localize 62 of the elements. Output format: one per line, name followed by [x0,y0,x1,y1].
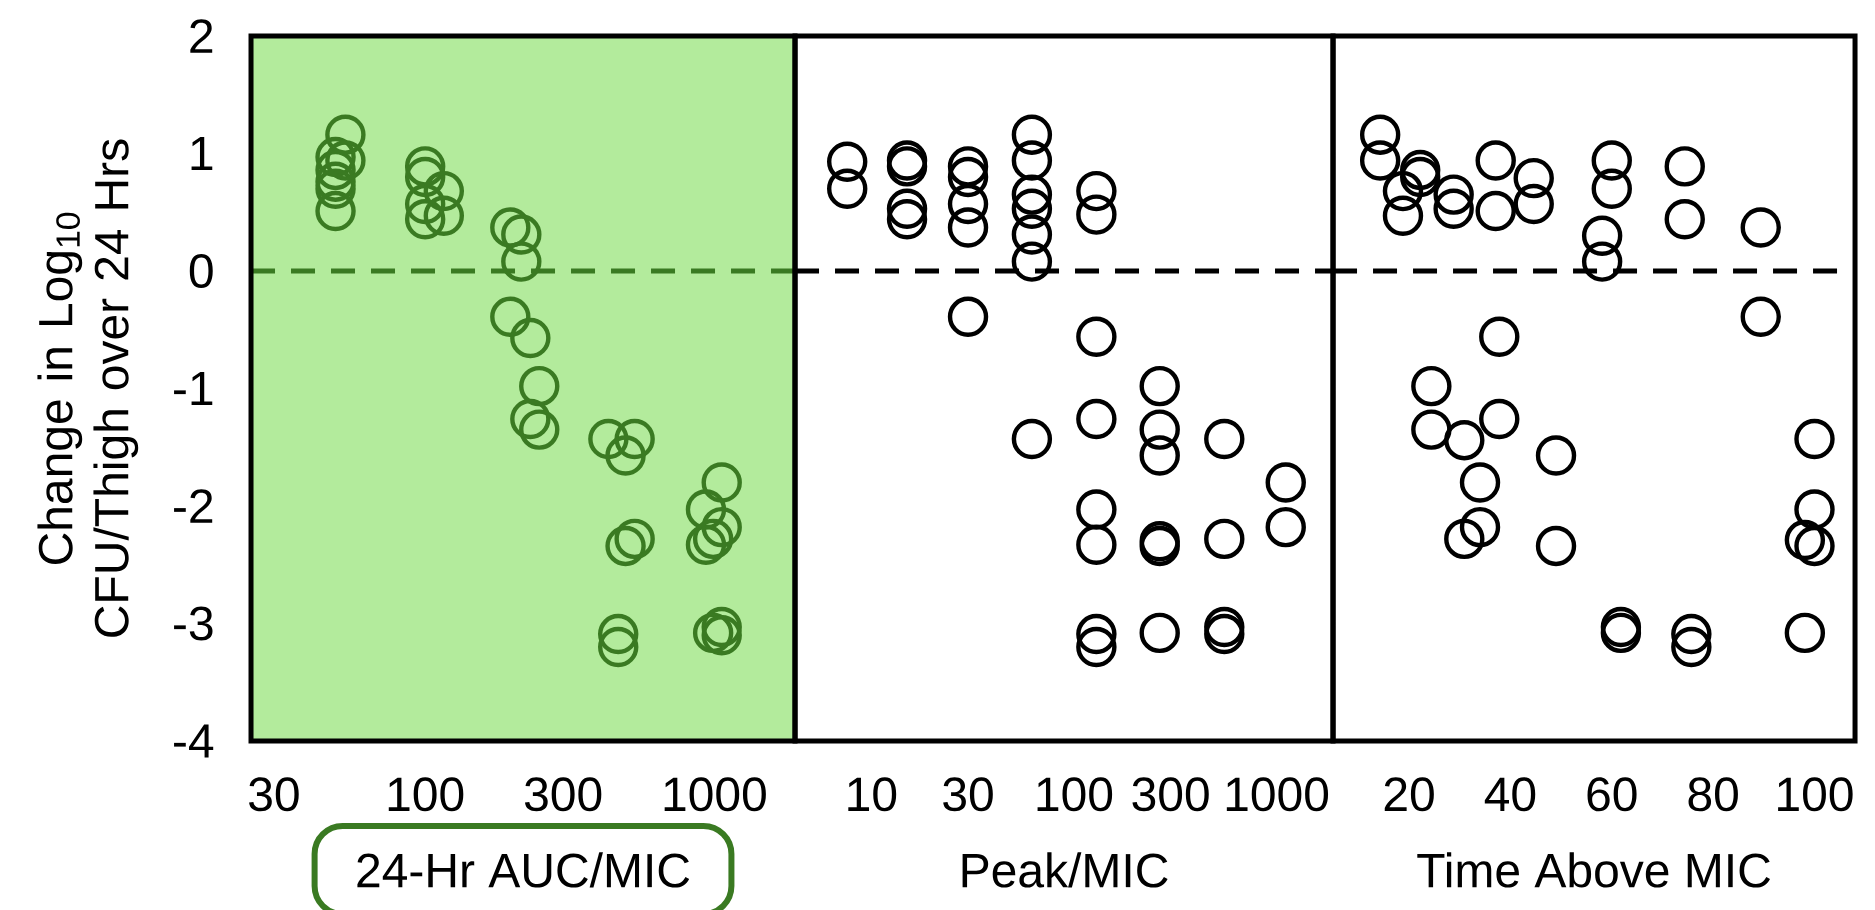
y-tick-label: -2 [174,489,213,523]
x-tick-label: 100 [388,777,464,812]
point [1444,419,1485,461]
point [1444,518,1485,560]
point [1794,525,1835,567]
point [1664,146,1705,187]
point [1740,296,1781,338]
x-axis-title: 24-Hr AUC/MIC [357,852,690,888]
point [1794,489,1835,530]
point [1359,114,1401,155]
point [1591,168,1632,209]
x-tick-label: 80 [1688,777,1738,812]
x-tick-label: 40 [1484,777,1536,812]
point [1359,140,1401,181]
point [1382,170,1424,212]
x-tick-label: 10 [848,777,897,812]
point [1411,409,1452,450]
point [1459,506,1501,548]
x-axis-title: Peak/MIC [962,852,1168,888]
x-tick-label: 300 [1132,777,1209,812]
x-tick-label: 20 [1384,777,1434,812]
point [1581,215,1623,256]
y-axis-title: Change in Log$_{10}$ CFU/Thigh over 24 Hrs [37,139,139,637]
point [1513,157,1554,199]
x-tick-label: 30 [943,777,993,812]
point [1433,174,1474,215]
point [1671,626,1712,668]
point [1581,241,1623,282]
point [1784,519,1826,561]
x-tick-label: 100 [1778,777,1853,812]
point [1475,140,1516,181]
point [1382,195,1424,236]
point [1459,462,1501,503]
y-tick-label: 0 [189,253,213,288]
point [1479,316,1520,357]
y-tick-label: 2 [190,19,213,53]
point [1513,183,1554,225]
point [1535,435,1577,476]
point [1475,190,1516,232]
point [1400,149,1441,191]
point [1591,140,1632,181]
point [1794,418,1835,460]
x-tick-label: 1000 [1226,777,1329,812]
x-tick-label: 100 [1037,777,1113,812]
point [1664,199,1705,240]
point [1671,613,1712,655]
y-tick-label: -4 [174,724,214,758]
y-tick-label: 1 [191,136,213,170]
point [1400,156,1441,198]
point [1740,207,1781,248]
x-axis-title: Time Above MIC [1417,852,1770,888]
x-tick-label: 1000 [664,777,766,812]
x-tick-label: 30 [249,777,299,812]
x-tick-label: 300 [524,777,602,812]
point [1479,398,1520,440]
point [1411,365,1452,407]
x-tick-label: 60 [1587,777,1637,812]
y-tick-label: -1 [174,371,213,405]
point [1433,188,1474,229]
point [1784,612,1826,654]
y-tick-label: -3 [174,606,213,641]
point [1535,525,1577,567]
